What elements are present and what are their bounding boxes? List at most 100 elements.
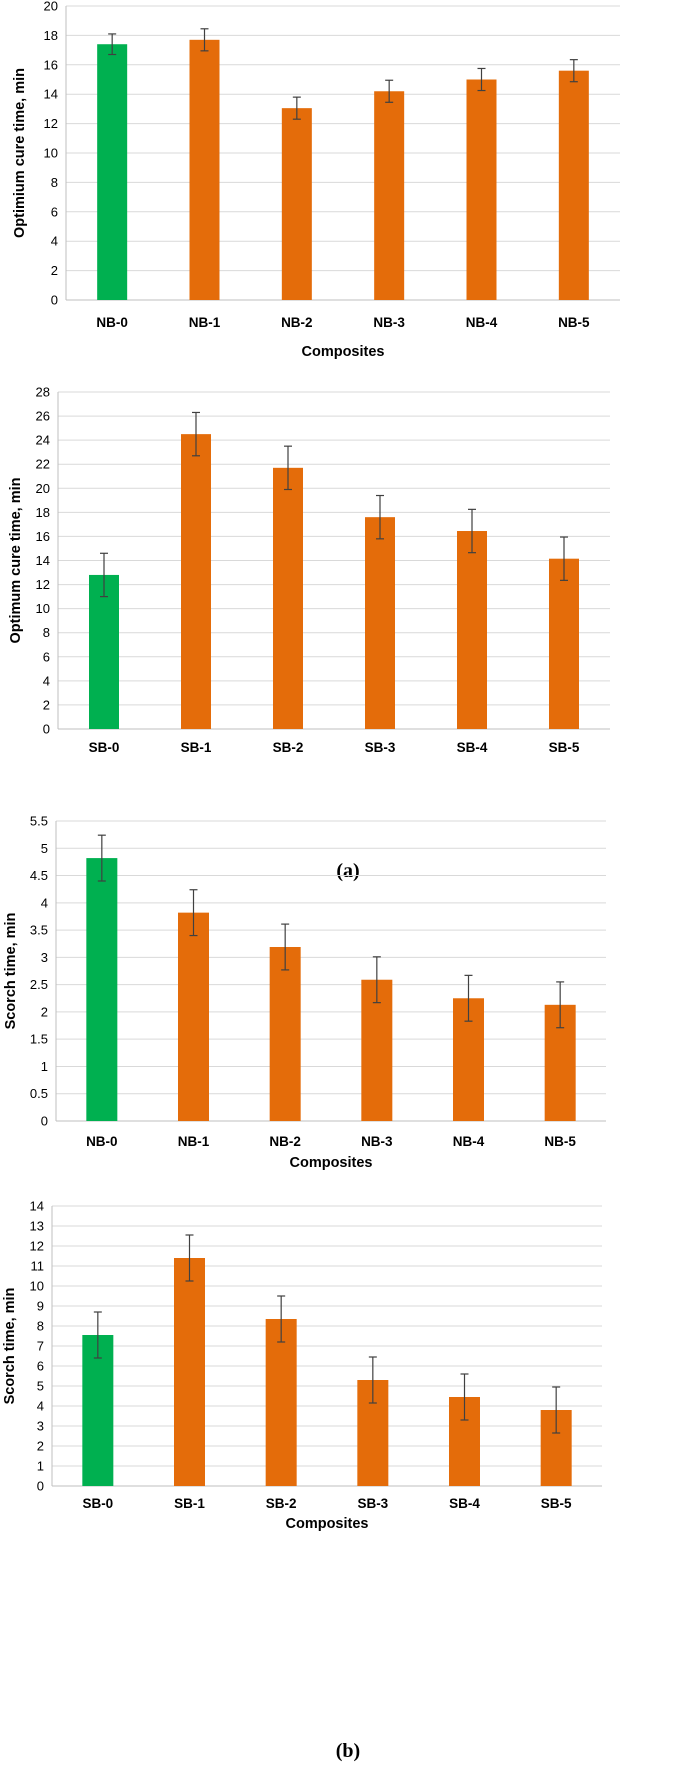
error-bar-sb-3 — [376, 494, 384, 540]
x-tick-label: SB-1 — [181, 740, 212, 755]
y-tick-label: 1 — [41, 1059, 48, 1074]
y-tick-label: 0 — [37, 1479, 44, 1494]
y-tick-label: 0.5 — [30, 1086, 48, 1101]
caption-a: (a) — [336, 860, 360, 882]
x-axis-title: Composites — [290, 1155, 373, 1171]
x-tick-label: NB-0 — [96, 315, 128, 330]
error-bar-nb-0 — [108, 33, 117, 56]
error-bar-sb-2 — [284, 445, 292, 491]
bar-nb-1 — [178, 912, 209, 1121]
x-tick-label: SB-0 — [89, 740, 120, 755]
y-tick-label: 4 — [43, 673, 50, 688]
x-tick-label: NB-5 — [544, 1134, 576, 1149]
y-tick-label: 2 — [37, 1439, 44, 1454]
y-tick-label: 13 — [30, 1219, 44, 1234]
error-bar-nb-4 — [477, 67, 486, 92]
y-axis-title: Scorch time, min — [3, 913, 19, 1030]
x-tick-label: SB-2 — [273, 740, 304, 755]
y-tick-label: 20 — [36, 481, 50, 496]
error-bar-sb-2 — [277, 1295, 286, 1343]
x-axis-title: Composites — [302, 344, 385, 360]
x-tick-label: SB-3 — [357, 1496, 388, 1511]
y-tick-label: 12 — [44, 116, 58, 131]
error-bar-sb-1 — [185, 1234, 194, 1282]
bar-sb-3 — [365, 517, 395, 729]
bar-nb-5 — [558, 70, 589, 301]
y-tick-label: 14 — [44, 87, 58, 102]
x-tick-label: NB-0 — [86, 1134, 118, 1149]
x-tick-label: NB-4 — [453, 1134, 485, 1149]
error-bar-sb-0 — [93, 1311, 102, 1359]
y-tick-label: 2 — [51, 263, 58, 278]
error-bar-sb-5 — [560, 536, 568, 581]
y-tick-label: 8 — [43, 625, 50, 640]
y-tick-label: 20 — [44, 0, 58, 14]
bar-nb-3 — [361, 979, 393, 1121]
y-axis-title: Optimum cure time, min — [8, 478, 24, 644]
error-bar-sb-1 — [192, 411, 200, 457]
bar-sb-2 — [273, 467, 303, 729]
bar-nb-1 — [189, 39, 220, 301]
x-tick-label: NB-3 — [373, 315, 405, 330]
x-tick-label: NB-5 — [558, 315, 590, 330]
y-tick-label: 0 — [51, 293, 58, 308]
x-tick-label: SB-4 — [457, 740, 488, 755]
bar-sb-0 — [82, 1335, 114, 1486]
error-bar-nb-1 — [189, 889, 198, 937]
x-tick-label: NB-4 — [466, 315, 498, 330]
y-axis-title: Optimium cure time, min — [12, 68, 28, 238]
y-tick-label: 4 — [41, 895, 48, 910]
x-tick-label: SB-5 — [541, 1496, 572, 1511]
y-tick-label: 8 — [51, 175, 58, 190]
error-bar-nb-3 — [372, 956, 381, 1004]
y-tick-label: 0 — [41, 1114, 48, 1129]
error-bar-sb-3 — [368, 1356, 377, 1404]
x-tick-label: SB-1 — [174, 1496, 205, 1511]
y-tick-label: 2 — [41, 1004, 48, 1019]
bar-sb-1 — [174, 1258, 205, 1486]
y-tick-label: 18 — [44, 28, 58, 43]
error-bar-nb-4 — [464, 974, 473, 1022]
y-tick-label: 28 — [36, 385, 50, 400]
y-tick-label: 10 — [44, 146, 58, 161]
y-tick-label: 4 — [37, 1399, 44, 1414]
x-tick-label: NB-1 — [178, 1134, 210, 1149]
y-tick-label: 26 — [36, 409, 50, 424]
y-tick-label: 3 — [37, 1419, 44, 1434]
y-tick-label: 4.5 — [30, 868, 48, 883]
x-tick-label: SB-4 — [449, 1496, 480, 1511]
x-tick-label: SB-0 — [82, 1496, 113, 1511]
y-tick-label: 6 — [43, 649, 50, 664]
error-bar-nb-1 — [200, 28, 209, 52]
y-tick-label: 16 — [44, 57, 58, 72]
chart-nb-scorch-time: 0 0.5 1 1.5 2 2.5 3 3.5 4 4.5 5 5.5 NB-0 NB-1 NB-2 NB-3… — [3, 814, 606, 1171]
y-tick-label: 18 — [36, 505, 50, 520]
y-tick-label: 14 — [36, 553, 50, 568]
x-tick-label: NB-2 — [281, 315, 313, 330]
y-tick-label: 12 — [30, 1239, 44, 1254]
y-tick-label: 10 — [30, 1279, 44, 1294]
chart-nb-cure-time: 0 2 4 6 8 10 12 14 16 18 20 NB-0 NB-1 NB-2 NB-3 NB-4 NB-… — [12, 0, 620, 360]
error-bar-nb-2 — [292, 96, 301, 120]
bar-sb-0 — [89, 574, 119, 729]
y-tick-label: 2.5 — [30, 977, 48, 992]
y-tick-label: 11 — [31, 1259, 45, 1274]
bar-nb-2 — [269, 947, 301, 1121]
error-bar-sb-4 — [468, 508, 476, 554]
y-tick-label: 1.5 — [30, 1032, 48, 1047]
y-tick-label: 7 — [37, 1339, 44, 1354]
y-tick-label: 14 — [30, 1199, 44, 1214]
bar-nb-4 — [466, 79, 497, 300]
y-tick-label: 24 — [36, 433, 50, 448]
x-tick-label: SB-5 — [549, 740, 580, 755]
bar-sb-5 — [549, 558, 579, 729]
error-bar-nb-5 — [569, 59, 578, 83]
y-tick-label: 5 — [41, 841, 48, 856]
bar-nb-0 — [86, 858, 118, 1121]
x-tick-label: NB-1 — [189, 315, 221, 330]
y-tick-label: 0 — [43, 722, 50, 737]
y-tick-label: 6 — [37, 1359, 44, 1374]
bar-nb-3 — [374, 91, 405, 300]
